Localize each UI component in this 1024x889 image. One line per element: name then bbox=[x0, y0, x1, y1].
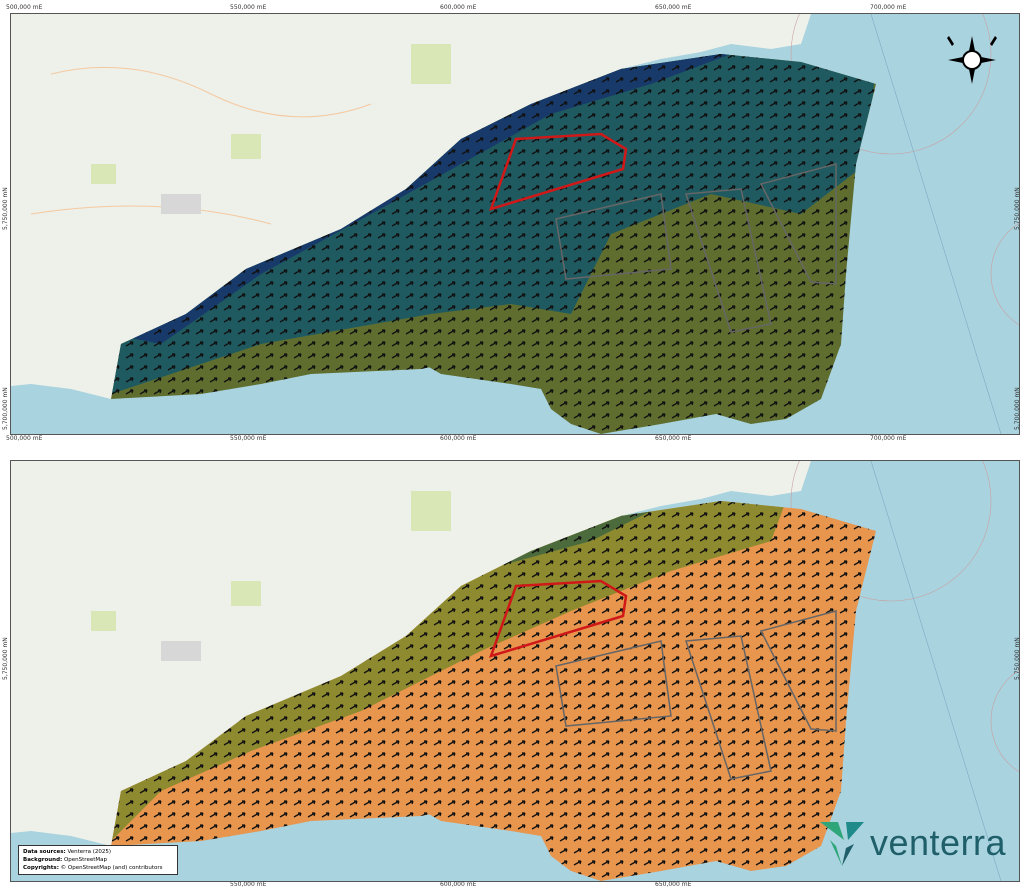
data-sources-box: Data sources: Venterra (2025) Background… bbox=[18, 845, 178, 875]
x-tick-mid-4: 650,000 mE bbox=[655, 435, 692, 442]
compass-rose-icon bbox=[947, 36, 997, 84]
block-1 bbox=[555, 193, 672, 280]
x-tick-top-4: 650,000 mE bbox=[655, 4, 692, 11]
y-tick-right-3: 5,750,000 mN bbox=[1014, 637, 1021, 680]
x-tick-bottom-2: 550,000 mE bbox=[230, 881, 267, 888]
x-tick-bottom-3: 600,000 mE bbox=[440, 881, 477, 888]
block-2 bbox=[684, 188, 772, 333]
y-tick-left-3: 5,750,000 mN bbox=[2, 637, 9, 680]
data-sources-line: Data sources: Venterra (2025) bbox=[23, 849, 112, 855]
y-tick-left-1: 5,750,000 mN bbox=[2, 187, 9, 230]
x-tick-mid-1: 500,000 mE bbox=[6, 435, 43, 442]
x-tick-top-5: 700,000 mE bbox=[870, 4, 907, 11]
copyrights-line: Copyrights: © OpenStreetMap (and) contri… bbox=[23, 865, 163, 871]
x-tick-top-3: 600,000 mE bbox=[440, 4, 477, 11]
background-line: Background: OpenStreetMap bbox=[23, 857, 107, 863]
map-panel-top bbox=[10, 13, 1020, 435]
x-tick-mid-2: 550,000 mE bbox=[230, 435, 267, 442]
y-tick-right-1: 5,750,000 mN bbox=[1014, 187, 1021, 230]
y-tick-left-2: 5,700,000 mN bbox=[2, 387, 9, 430]
map-top-svg bbox=[11, 14, 1019, 434]
x-tick-top-2: 550,000 mE bbox=[230, 4, 267, 11]
map-panel-bottom bbox=[10, 460, 1020, 882]
x-tick-mid-5: 700,000 mE bbox=[870, 435, 907, 442]
venterra-logo-icon bbox=[820, 822, 864, 866]
y-tick-right-2: 5,700,000 mN bbox=[1014, 387, 1021, 430]
land-area bbox=[11, 14, 811, 399]
x-tick-mid-3: 600,000 mE bbox=[440, 435, 477, 442]
logo-text: venterra bbox=[870, 822, 1007, 863]
site-boundary bbox=[488, 132, 628, 211]
x-tick-top-1: 500,000 mE bbox=[6, 4, 43, 11]
venterra-logo: venterra bbox=[818, 818, 1008, 868]
block-3 bbox=[759, 163, 837, 285]
map-bottom-svg bbox=[11, 461, 1019, 881]
x-tick-bottom-4: 650,000 mE bbox=[655, 881, 692, 888]
